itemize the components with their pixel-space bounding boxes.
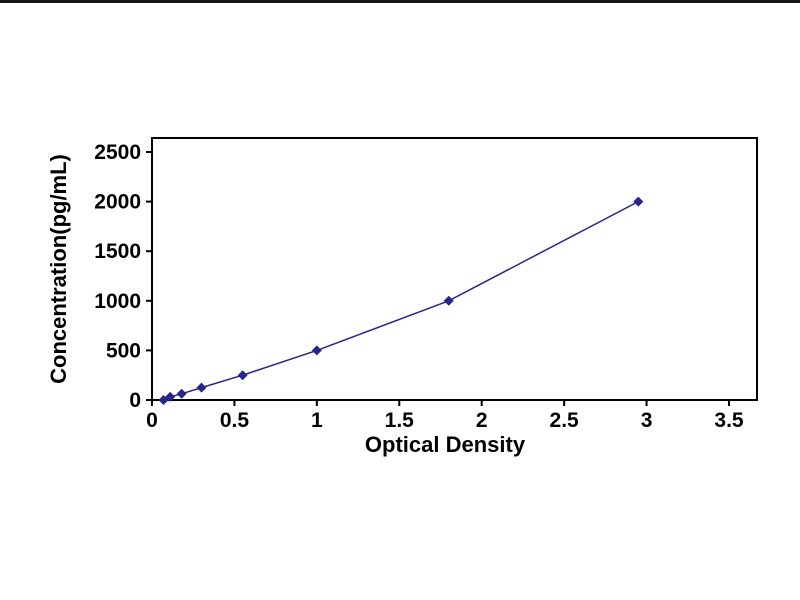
- x-tick-label: 0: [146, 409, 158, 432]
- x-tick-label: 3: [641, 409, 653, 432]
- y-tick-label: 0: [129, 389, 141, 412]
- y-tick-label: 500: [106, 339, 141, 362]
- y-tick-label: 2000: [94, 191, 141, 214]
- data-point-marker: [443, 295, 454, 306]
- y-tick-label: 1500: [94, 240, 141, 263]
- y-tick-label: 2500: [94, 141, 141, 164]
- chart-generated-layer: 0 0.5 1 1.5 2 2.5 3 3.5 0 500 1000 1500 2000 2500: [94, 137, 758, 432]
- data-point-marker: [176, 388, 187, 399]
- x-axis-label: Optical Density: [365, 432, 526, 457]
- data-point-marker: [633, 196, 644, 207]
- x-tick-label: 2.5: [550, 409, 580, 432]
- data-point-marker: [237, 370, 248, 381]
- x-tick-label: 3.5: [714, 409, 744, 432]
- plot-border: [151, 137, 758, 401]
- image-top-border: [0, 0, 800, 3]
- standard-curve-line: [163, 200, 639, 401]
- x-tick-label: 1.5: [385, 409, 415, 432]
- data-point-marker: [196, 382, 207, 393]
- data-point-marker: [311, 345, 322, 356]
- x-tick-label: 0.5: [220, 409, 250, 432]
- y-axis-label: Concentration(pg/mL): [46, 154, 71, 384]
- data-point-marker: [165, 391, 176, 402]
- x-tick-label: 1: [311, 409, 323, 432]
- x-tick-label: 2: [476, 409, 488, 432]
- y-tick-label: 1000: [94, 290, 141, 313]
